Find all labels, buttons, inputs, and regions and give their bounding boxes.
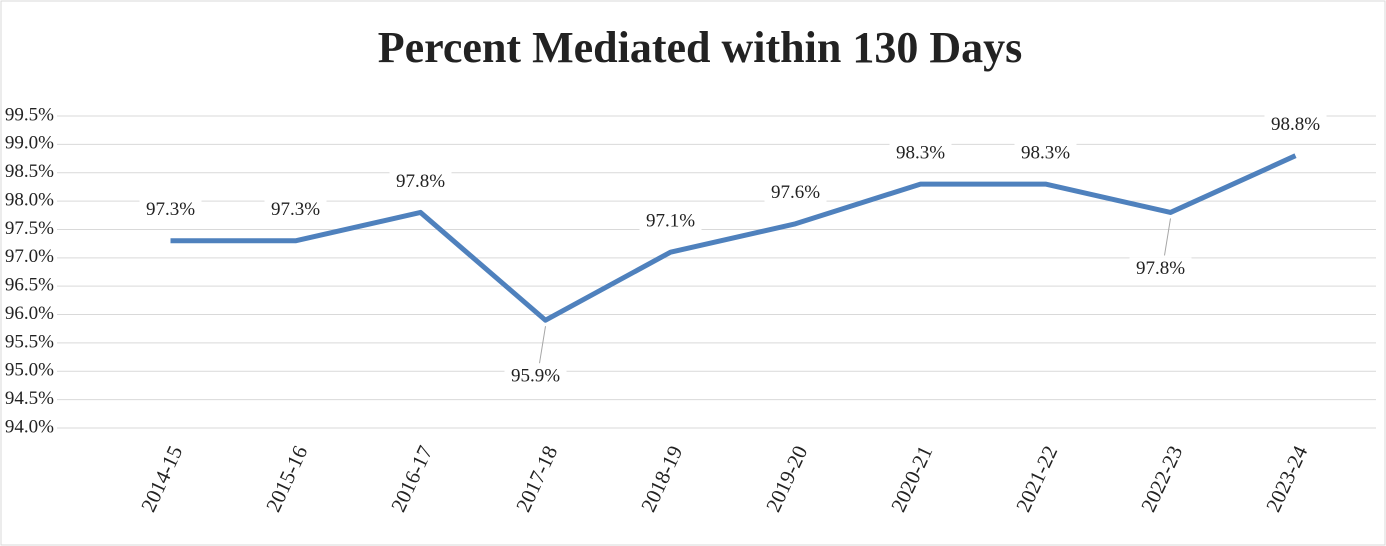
chart-title: Percent Mediated within 130 Days xyxy=(378,23,1022,72)
data-label: 97.3% xyxy=(146,199,195,220)
data-label: 97.8% xyxy=(396,171,445,192)
label-bg xyxy=(504,365,567,390)
y-tick-label: 96.5% xyxy=(5,275,54,296)
leader-line xyxy=(539,326,546,364)
line xyxy=(170,153,1297,323)
y-tick-label: 98.5% xyxy=(5,161,54,182)
data-label: 97.8% xyxy=(1136,258,1185,279)
y-tick-label: 97.5% xyxy=(5,218,54,239)
label-bg xyxy=(389,170,452,195)
label-bg xyxy=(1014,142,1077,167)
label-bg xyxy=(139,198,202,223)
y-tick-label: 98.0% xyxy=(5,189,54,210)
y-tick-label: 95.5% xyxy=(5,331,54,352)
label-bg xyxy=(889,142,952,167)
y-tick-label: 96.0% xyxy=(5,303,54,324)
data-label: 98.8% xyxy=(1271,114,1320,135)
leader-line xyxy=(1164,218,1171,256)
data-label: 97.1% xyxy=(646,211,695,232)
y-tick-label: 95.0% xyxy=(5,360,54,381)
label-bg xyxy=(1264,113,1327,138)
y-tick-label: 99.0% xyxy=(5,133,54,154)
y-tick-label: 94.5% xyxy=(5,388,54,409)
label-bg xyxy=(264,198,327,223)
y-tick-label: 97.0% xyxy=(5,246,54,267)
data-label: 98.3% xyxy=(896,142,945,163)
label-bg xyxy=(764,181,827,206)
data-label: 97.6% xyxy=(771,182,820,203)
y-tick-label: 99.5% xyxy=(5,104,54,125)
data-label: 95.9% xyxy=(511,366,560,387)
label-bg xyxy=(639,210,702,235)
data-label: 97.3% xyxy=(271,199,320,220)
label-bg xyxy=(1129,257,1192,282)
y-tick-label: 94.0% xyxy=(5,416,54,437)
data-label: 98.3% xyxy=(1021,142,1070,163)
